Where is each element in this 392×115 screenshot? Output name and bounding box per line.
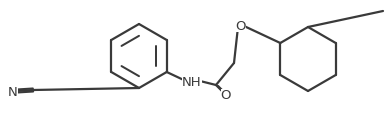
Text: N: N — [8, 86, 18, 99]
Text: O: O — [236, 19, 246, 32]
Text: NH: NH — [182, 75, 202, 88]
Text: O: O — [221, 89, 231, 102]
